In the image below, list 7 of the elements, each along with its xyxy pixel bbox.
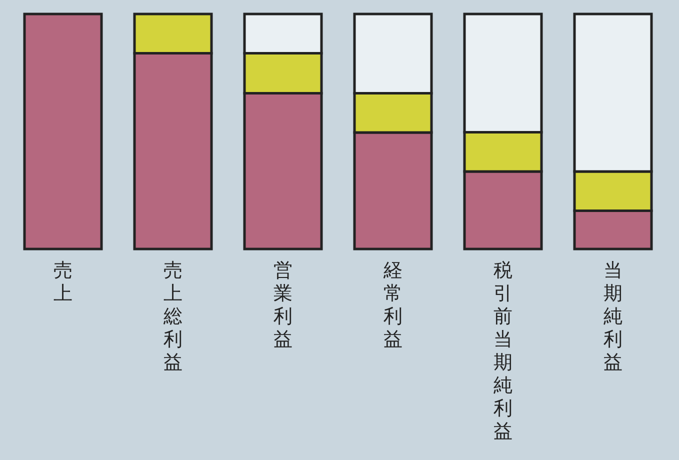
x-tick-label: 税引前当期純利益 — [494, 260, 512, 442]
x-tick-label: 売上総利益 — [162, 260, 182, 374]
x-tick-label: 営業利益 — [274, 260, 292, 350]
x-tick-label: 経常利益 — [382, 260, 402, 350]
bar — [23, 12, 103, 250]
x-tick-label: 売上 — [54, 260, 72, 304]
x-tick-label: 当期純利益 — [604, 260, 622, 374]
